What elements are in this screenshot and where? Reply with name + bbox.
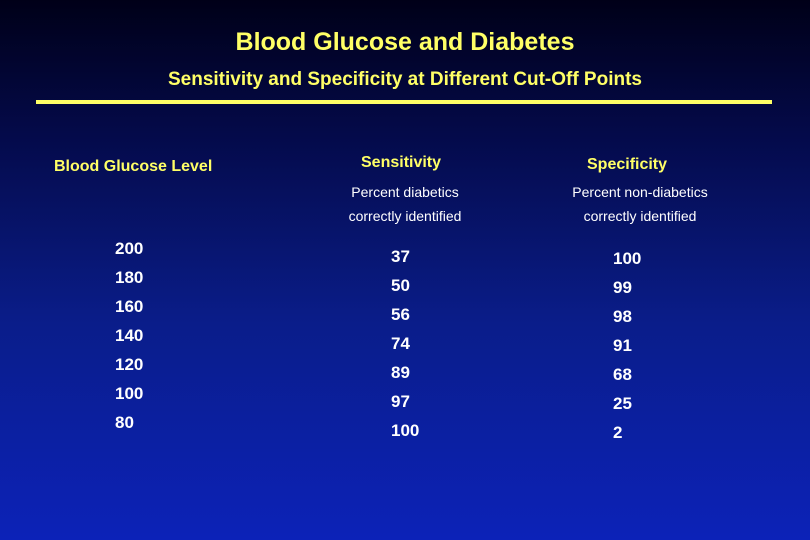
- sensitivity-values: 37 50 56 74 89 97 100: [391, 242, 419, 445]
- glucose-value: 140: [115, 326, 144, 345]
- sensitivity-description: Percent diabetics correctly identified: [330, 180, 480, 228]
- glucose-value: 120: [115, 355, 144, 374]
- specificity-description: Percent non-diabetics correctly identifi…: [550, 180, 730, 228]
- glucose-level-values: 200 180 160 140 120 100 80: [115, 234, 143, 437]
- sensitivity-description-line: Percent diabetics: [351, 184, 459, 200]
- sensitivity-value: 50: [391, 276, 410, 295]
- sensitivity-value: 74: [391, 334, 410, 353]
- column-header-glucose-level: Blood Glucose Level: [54, 158, 213, 175]
- glucose-value: 80: [115, 413, 134, 432]
- specificity-value: 100: [613, 249, 642, 268]
- sensitivity-value: 89: [391, 363, 410, 382]
- specificity-values: 100 99 98 91 68 25 2: [613, 244, 641, 447]
- title-divider: [36, 100, 772, 104]
- specificity-value: 2: [613, 423, 623, 442]
- slide-title: Blood Glucose and Diabetes: [235, 28, 575, 56]
- glucose-value: 160: [115, 297, 144, 316]
- sensitivity-value: 37: [391, 247, 410, 266]
- sensitivity-value: 100: [391, 421, 420, 440]
- column-header-specificity: Specificity: [587, 156, 668, 173]
- glucose-value: 100: [115, 384, 144, 403]
- specificity-value: 91: [613, 336, 632, 355]
- sensitivity-description-line: correctly identified: [348, 208, 462, 224]
- specificity-value: 25: [613, 394, 632, 413]
- specificity-description-line: correctly identified: [583, 208, 697, 224]
- specificity-description-line: Percent non-diabetics: [572, 184, 708, 200]
- sensitivity-value: 56: [391, 305, 410, 324]
- column-header-sensitivity: Sensitivity: [361, 154, 442, 171]
- slide-subtitle: Sensitivity and Specificity at Different…: [167, 69, 642, 90]
- sensitivity-value: 97: [391, 392, 410, 411]
- glucose-value: 180: [115, 268, 144, 287]
- specificity-value: 99: [613, 278, 632, 297]
- glucose-value: 200: [115, 239, 144, 258]
- specificity-value: 68: [613, 365, 632, 384]
- specificity-value: 98: [613, 307, 632, 326]
